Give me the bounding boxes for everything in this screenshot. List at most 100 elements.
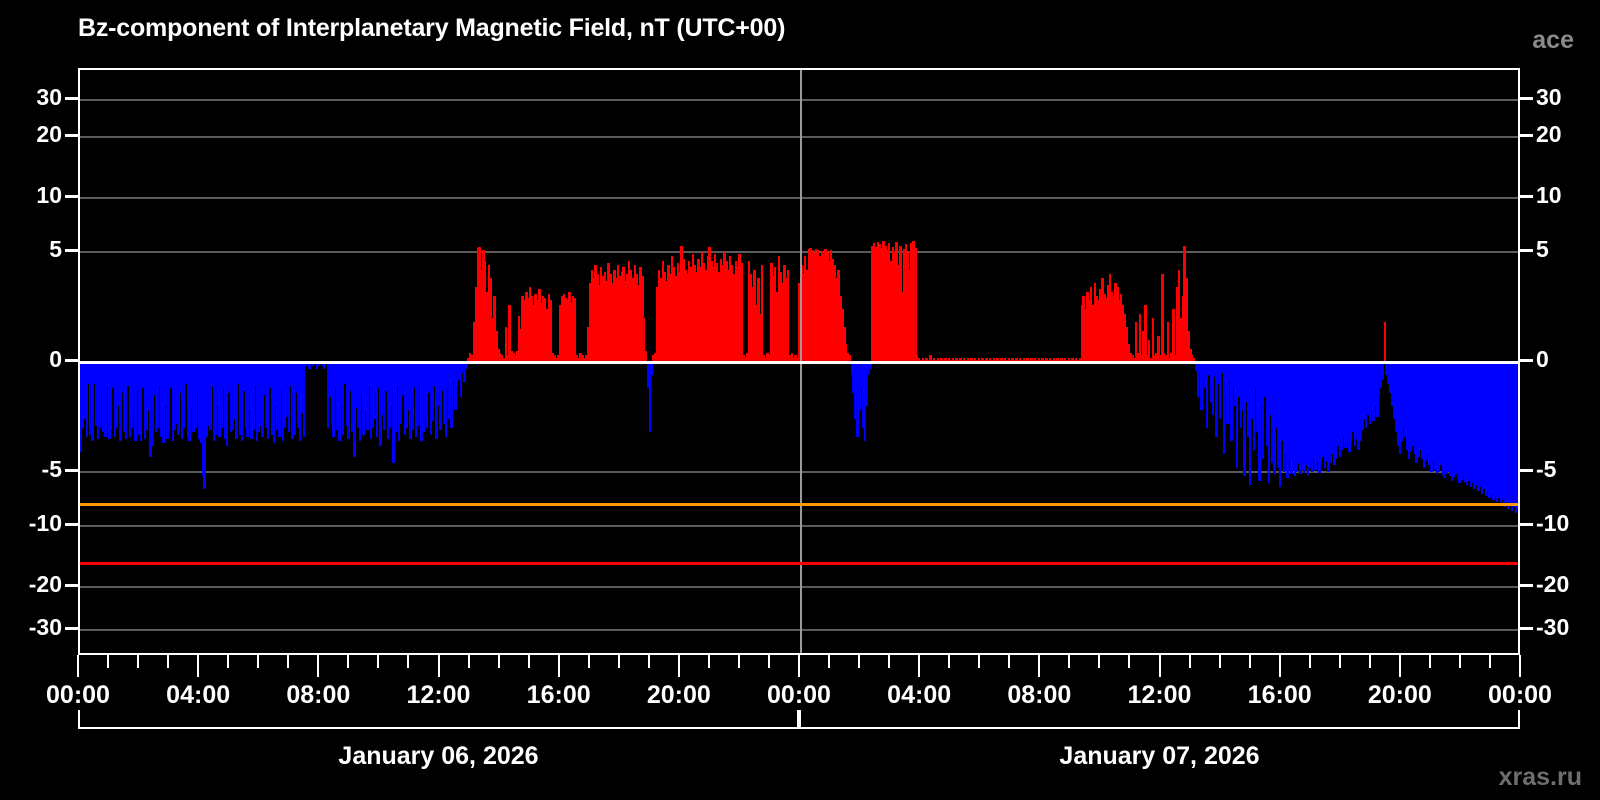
bar <box>715 263 719 362</box>
bar <box>656 287 659 362</box>
bar <box>497 348 500 362</box>
bar <box>132 362 135 415</box>
bar <box>549 300 552 362</box>
bar <box>945 359 949 362</box>
bar <box>240 362 244 442</box>
bar <box>1106 285 1110 362</box>
bar <box>566 300 569 362</box>
bar <box>280 362 283 391</box>
bar <box>955 357 958 362</box>
bar <box>1119 293 1123 362</box>
bar <box>1516 362 1518 509</box>
bar <box>1419 362 1422 450</box>
bar <box>119 362 122 442</box>
bar <box>1396 362 1400 446</box>
bar <box>1338 362 1342 457</box>
bar <box>747 260 751 362</box>
bar <box>951 357 955 362</box>
bar <box>599 267 603 362</box>
x-tick-38h <box>1218 655 1221 668</box>
bar <box>261 362 264 437</box>
bar <box>721 265 724 362</box>
y-tick-l--30 <box>65 627 78 630</box>
bar <box>970 357 973 362</box>
bar <box>302 362 306 437</box>
bar <box>1331 362 1334 455</box>
bar <box>1464 362 1467 482</box>
gridline-20 <box>80 136 1518 138</box>
bar <box>1097 300 1100 362</box>
bar <box>1076 359 1080 362</box>
bar <box>538 289 541 362</box>
y-tick-l--10 <box>65 523 78 526</box>
bar <box>1086 291 1089 362</box>
bar <box>422 362 425 433</box>
bar <box>452 362 455 382</box>
bar <box>1499 362 1503 505</box>
bar <box>461 362 464 373</box>
bar <box>1226 362 1229 424</box>
bar <box>480 269 483 362</box>
x-tick-34h <box>1098 655 1101 668</box>
bar <box>581 355 584 362</box>
bar <box>117 362 120 406</box>
y-tick-label-l-20: 20 <box>36 121 62 147</box>
bar <box>1129 353 1132 362</box>
bar <box>631 278 635 362</box>
x-tick-40h <box>1278 655 1281 677</box>
bar <box>923 359 926 362</box>
bar <box>902 248 906 362</box>
bar <box>291 362 294 439</box>
bar <box>968 359 971 362</box>
bar <box>957 359 960 362</box>
bar <box>895 242 898 362</box>
bar <box>788 355 792 362</box>
bar <box>446 362 450 389</box>
x-tick-7h <box>287 655 290 668</box>
bar <box>843 326 846 362</box>
bar <box>972 359 975 362</box>
bar <box>455 362 459 387</box>
y-tick-label-r--30: -30 <box>1536 614 1570 640</box>
bar <box>513 355 517 362</box>
day-bracket-tick <box>78 710 80 728</box>
bar <box>454 362 457 411</box>
bar <box>1351 362 1355 433</box>
bar <box>149 362 152 457</box>
bar <box>147 362 150 411</box>
bar <box>173 362 176 431</box>
bar <box>1303 362 1306 474</box>
bar <box>1370 362 1373 411</box>
storm-threshold-red <box>80 561 1518 565</box>
bar <box>222 362 225 389</box>
bar <box>1344 362 1347 448</box>
bar <box>463 362 466 382</box>
bar <box>242 362 246 391</box>
bar <box>1364 362 1368 428</box>
bar <box>1355 362 1358 439</box>
bar <box>1026 357 1029 362</box>
bar <box>1407 362 1411 459</box>
bar <box>1323 362 1327 468</box>
bar <box>508 304 511 362</box>
bar <box>1045 357 1048 362</box>
bar <box>987 359 990 362</box>
y-tick-label-r-30: 30 <box>1536 84 1562 110</box>
bar <box>942 359 945 362</box>
bar <box>440 362 444 391</box>
bar <box>1233 362 1237 406</box>
x-tick-48h <box>1519 655 1521 677</box>
bar <box>1118 300 1121 362</box>
bar <box>1003 357 1007 362</box>
bar <box>474 287 478 362</box>
bar <box>1028 359 1031 362</box>
bar <box>465 362 468 369</box>
bar <box>1089 287 1093 362</box>
gridline-5 <box>80 251 1518 253</box>
bar <box>1377 362 1381 398</box>
bar <box>134 362 137 442</box>
bar <box>757 278 760 362</box>
bar <box>369 362 373 439</box>
bar <box>1035 359 1039 362</box>
bar <box>755 304 758 362</box>
